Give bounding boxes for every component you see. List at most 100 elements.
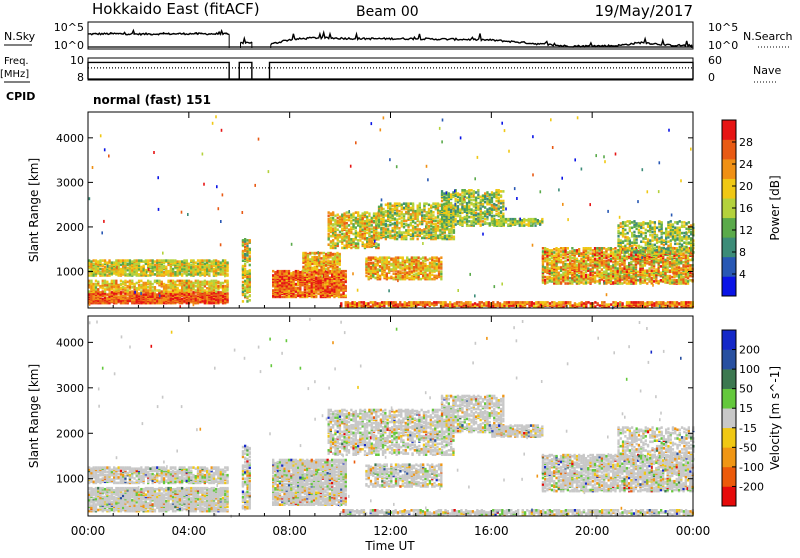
power-cell-2818 — [352, 233, 354, 236]
power-cell-3427 — [430, 228, 432, 231]
power-cell-3680 — [372, 262, 374, 265]
power-cell-1373 — [170, 259, 172, 262]
power-cell-2558 — [327, 259, 329, 262]
power-cell-1166 — [127, 263, 129, 266]
power-cell-2817 — [352, 238, 354, 241]
power-cell-3966 — [422, 256, 424, 259]
power-cell-4822 — [465, 301, 467, 304]
power-cell-3229 — [403, 226, 405, 229]
power-cell-3834 — [399, 262, 401, 265]
power-cell-4732 — [404, 301, 406, 304]
power-cell-1405 — [177, 260, 179, 263]
power-cell-1799 — [274, 271, 276, 274]
power-cell-3910 — [413, 266, 415, 269]
power-cell-2957 — [368, 212, 370, 215]
power-cell-3643 — [368, 276, 370, 279]
power-cell-3157 — [392, 208, 394, 211]
power-cell-965 — [222, 285, 224, 288]
power-cell-718 — [138, 280, 140, 283]
power-cell-4512 — [500, 210, 502, 213]
power-cell-4358 — [480, 223, 482, 226]
power-cell-1127 — [118, 259, 120, 262]
power-cell-1202 — [133, 259, 135, 262]
power-cell-3498 — [439, 233, 441, 236]
power-cell-1751 — [249, 264, 251, 267]
power-cell-4480 — [495, 204, 497, 207]
power-cell-3780 — [393, 277, 395, 280]
power-cell-2937 — [366, 216, 368, 219]
power-cell-3420 — [428, 208, 430, 211]
power-cell-147 — [122, 291, 124, 294]
power-cell-3813 — [397, 270, 399, 273]
power-cell-4504 — [498, 189, 500, 192]
power-cell-779 — [161, 281, 163, 284]
power-cell-859 — [186, 280, 188, 283]
power-cell-1780 — [272, 270, 274, 273]
power-cell-3244 — [405, 229, 407, 232]
power-cell-3246 — [405, 223, 407, 226]
power-cell-3751 — [386, 272, 388, 275]
power-cell-879 — [192, 282, 194, 285]
power-cell-2072 — [306, 291, 308, 294]
power-cell-1981 — [295, 287, 297, 290]
power-cell-3454 — [432, 214, 434, 217]
power-cell-4845 — [481, 301, 483, 304]
power-cell-2973 — [371, 217, 373, 220]
power-cell-943 — [215, 290, 217, 293]
power-cell-601 — [95, 283, 97, 286]
power-cell-4249 — [464, 189, 466, 192]
beam-title: Beam 00 — [356, 4, 419, 20]
date-title: 19/May/2017 — [595, 2, 693, 20]
power-cell-2547 — [325, 260, 327, 263]
power-cell-3218 — [401, 216, 403, 219]
power-cell-685 — [124, 280, 126, 283]
power-cell-4209 — [459, 203, 461, 206]
power-cell-3220 — [401, 211, 403, 214]
power-cell-2826 — [352, 212, 354, 215]
power-cell-609 — [97, 281, 99, 284]
power-cell-3959 — [422, 271, 424, 274]
power-cell-2788 — [348, 228, 350, 231]
power-cell-2775 — [346, 211, 348, 214]
power-cell-4376 — [480, 199, 482, 202]
power-cell-914 — [204, 280, 206, 283]
power-cell-1065 — [104, 259, 106, 262]
power-cell-3154 — [392, 214, 394, 217]
power-cell-4585 — [516, 220, 518, 223]
power-cell-3453 — [432, 217, 434, 220]
power-cell-1562 — [211, 260, 213, 263]
power-cell-3416 — [428, 215, 430, 218]
power-cell-1750 — [249, 269, 251, 272]
power-cell-2885 — [362, 233, 364, 236]
power-cell-950 — [215, 280, 217, 283]
power-cell-2879 — [359, 215, 361, 218]
power-cell-4174 — [455, 209, 457, 212]
power-cell-3991 — [427, 259, 429, 262]
power-cell-4611 — [530, 218, 532, 221]
power-cell-4449 — [491, 204, 493, 207]
power-cell-139 — [120, 291, 122, 294]
power-cell-2727 — [341, 233, 343, 236]
power-cell-767 — [156, 280, 158, 283]
power-cell-4814 — [460, 301, 462, 304]
power-cell-2511 — [316, 256, 318, 259]
power-cell-4615 — [532, 218, 534, 221]
power-cell-1762 — [249, 239, 251, 242]
power-cell-3101 — [385, 220, 387, 223]
power-cell-2686 — [334, 226, 336, 229]
power-cell-4033 — [436, 275, 438, 278]
power-cell-3457 — [432, 202, 434, 205]
power-cell-3369 — [421, 209, 423, 212]
power-cell-4493 — [498, 212, 500, 215]
power-cell-4773 — [431, 302, 433, 305]
power-cell-2639 — [330, 245, 332, 248]
power-cell-1305 — [156, 259, 158, 262]
power-cell-3892 — [411, 270, 413, 273]
power-cell-2530 — [320, 252, 322, 255]
power-cell-1952 — [290, 272, 292, 275]
power-cell-3285 — [410, 207, 412, 210]
power-cell-4302 — [470, 189, 472, 192]
power-cell-3279 — [410, 222, 412, 225]
power-cell-1931 — [288, 270, 290, 273]
power-cell-596 — [93, 283, 95, 286]
